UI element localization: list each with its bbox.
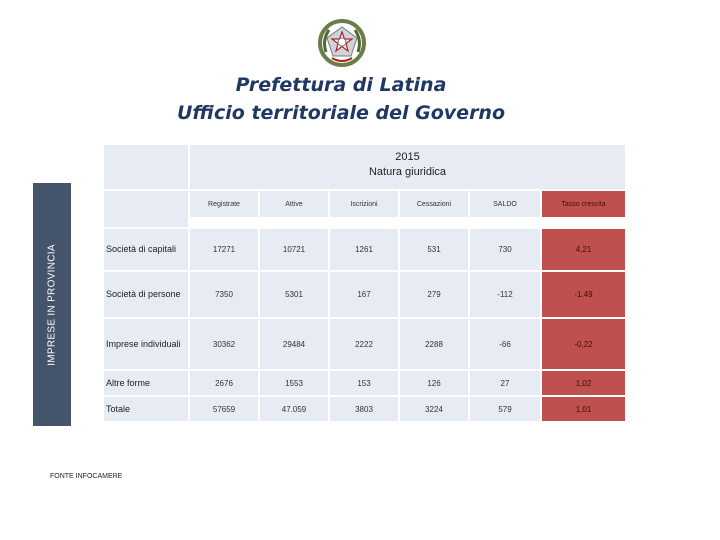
- table-cell: -0,22: [542, 319, 625, 369]
- table-cell: 7350: [190, 272, 258, 317]
- table-cell: 730: [470, 229, 540, 270]
- table-cell: 17271: [190, 229, 258, 270]
- table-cell: 3224: [400, 397, 468, 421]
- row-label: Altre forme: [104, 371, 188, 395]
- column-header: SALDO: [470, 191, 540, 217]
- row-label: Imprese individuali: [104, 319, 188, 369]
- column-header: Tasso crescita: [542, 191, 625, 217]
- table-cell: 57659: [190, 397, 258, 421]
- table-cell: 5301: [260, 272, 328, 317]
- table-corner: [104, 145, 188, 189]
- table-cell: 2222: [330, 319, 398, 369]
- table-cell: 2288: [400, 319, 468, 369]
- column-header: Iscrizioni: [330, 191, 398, 217]
- table-cell: 153: [330, 371, 398, 395]
- table-cell: 4,21: [542, 229, 625, 270]
- row-label: Totale: [104, 397, 188, 421]
- italian-republic-emblem-icon: [318, 19, 366, 67]
- table-cell: 3803: [330, 397, 398, 421]
- table-cell: 1,02: [542, 371, 625, 395]
- table-cell: 47.059: [260, 397, 328, 421]
- table-cell: 1,01: [542, 397, 625, 421]
- table-cell: 1553: [260, 371, 328, 395]
- table-corner-2: [104, 191, 188, 227]
- table-cell: 10721: [260, 229, 328, 270]
- table-cell: 126: [400, 371, 468, 395]
- side-label: IMPRESE IN PROVINCIA: [46, 243, 58, 366]
- table-cell: 29484: [260, 319, 328, 369]
- column-header: Cessazioni: [400, 191, 468, 217]
- source-note: FONTE INFOCAMERE: [50, 473, 123, 480]
- table-cell: 579: [470, 397, 540, 421]
- table-header-year: 2015: [395, 151, 420, 163]
- table-header: 2015 Natura giuridica: [190, 145, 625, 189]
- table-cell: 167: [330, 272, 398, 317]
- table-cell: 531: [400, 229, 468, 270]
- table-cell: -66: [470, 319, 540, 369]
- side-label-bar: IMPRESE IN PROVINCIA: [33, 183, 71, 426]
- table-cell: 30362: [190, 319, 258, 369]
- column-header: Registrate: [190, 191, 258, 217]
- table-header-subtitle: Natura giuridica: [368, 166, 447, 178]
- table-cell: -1,49: [542, 272, 625, 317]
- table-cell: -112: [470, 272, 540, 317]
- row-label: Società di capitali: [104, 229, 188, 270]
- table-cell: 2676: [190, 371, 258, 395]
- table-cell: 27: [470, 371, 540, 395]
- table-cell: 279: [400, 272, 468, 317]
- page-title-line1: Prefettura di Latina: [235, 74, 447, 96]
- column-header: Attive: [260, 191, 328, 217]
- row-label: Società di persone: [104, 272, 188, 317]
- table-cell: 1261: [330, 229, 398, 270]
- page-title-line2: Ufficio territoriale del Governo: [176, 102, 506, 124]
